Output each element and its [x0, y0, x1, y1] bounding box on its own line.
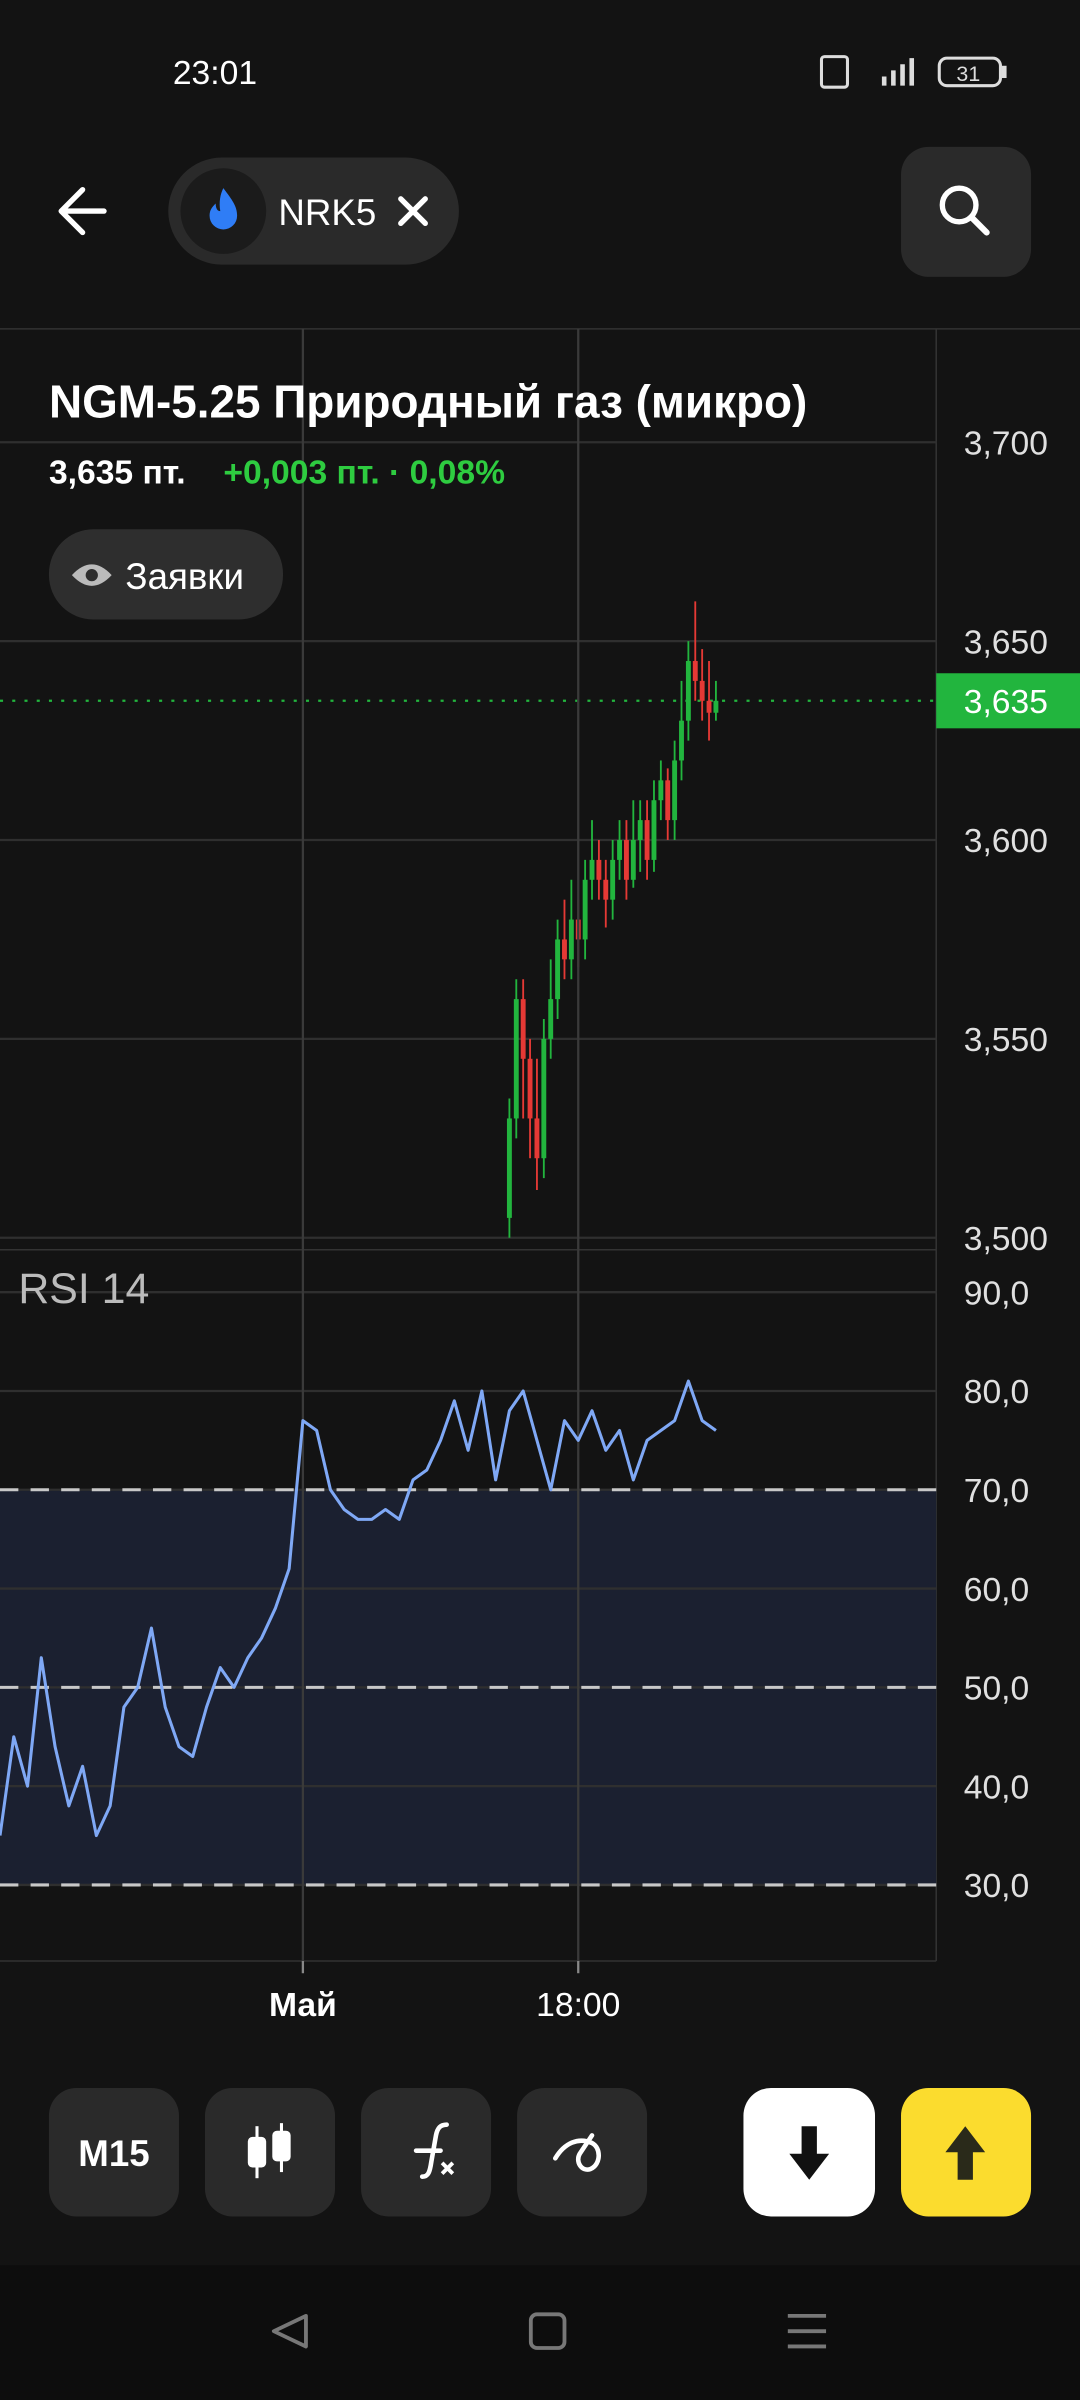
up-arrow	[945, 2126, 986, 2180]
chart-type-button[interactable]	[204, 2087, 336, 2217]
y-tick-label: 90,0	[964, 1275, 1029, 1312]
y-tick-label: 80,0	[964, 1374, 1029, 1411]
candle-body	[603, 879, 609, 900]
nav-home[interactable]	[528, 2312, 567, 2350]
candle-body	[617, 840, 622, 860]
y-tick-label: 3,650	[964, 624, 1048, 661]
candle-body	[589, 859, 595, 880]
fx-icon	[413, 2122, 449, 2179]
nav-bar	[0, 2265, 1080, 2400]
candle-body	[685, 661, 691, 721]
flame-icon	[209, 188, 238, 230]
last-price-label: 3,635	[964, 684, 1048, 721]
candle-body	[651, 800, 657, 860]
y-tick-label: 3,550	[964, 1022, 1048, 1059]
nav-back[interactable]	[271, 2313, 308, 2349]
candle-body	[562, 939, 567, 960]
candle-body	[513, 999, 519, 1119]
candle-body	[527, 1058, 533, 1119]
candle-body	[699, 680, 705, 701]
candle-body	[637, 820, 643, 841]
candle-body	[706, 700, 712, 713]
candle-body	[610, 859, 616, 900]
orders-button[interactable]	[48, 529, 284, 620]
status-time: 23:01	[173, 55, 257, 92]
candle-body	[672, 760, 678, 821]
instrument-title: NGM-5.25 Природный газ (микро)	[49, 376, 807, 428]
candle-body	[548, 999, 554, 1039]
plot: 3,500 3,550 3,600 3,650 3,700 3,635 30,0 40,0 50…	[0, 328, 1080, 2024]
close-chip[interactable]	[398, 196, 428, 227]
status-icons	[819, 55, 1007, 89]
down-arrow	[789, 2126, 830, 2180]
candle-body	[534, 1118, 540, 1159]
candle-body	[658, 780, 664, 801]
y-tick-label: 30,0	[964, 1868, 1029, 1905]
back-button[interactable]	[58, 186, 107, 236]
interval-button[interactable]	[48, 2087, 179, 2217]
candle-icon	[247, 2123, 291, 2179]
price-change: +0,003 пт. · 0,08%	[223, 454, 505, 491]
orders-label: Заявки	[125, 556, 244, 597]
ticker: NRK5	[278, 192, 376, 233]
interval-label: M15	[78, 2133, 149, 2174]
candle-body	[713, 700, 719, 713]
candle-body	[665, 780, 671, 821]
candle-body	[596, 859, 602, 880]
candle-body	[692, 661, 698, 681]
battery-level: 31	[956, 62, 980, 86]
candle-body	[582, 879, 588, 940]
candle-body	[623, 840, 629, 880]
x-tick-label: Май	[269, 1987, 337, 2024]
fx-icon-x	[440, 2161, 455, 2175]
search-icon-handle	[968, 214, 990, 236]
last-price-tag	[936, 673, 1080, 729]
candle-body	[541, 1038, 547, 1159]
candle-body	[568, 919, 574, 960]
y-tick-label: 40,0	[964, 1769, 1029, 1806]
rsi-title: RSI 14	[18, 1265, 149, 1313]
drawing-icon	[553, 2133, 601, 2172]
x-tick-label: 18:00	[536, 1987, 620, 2024]
eye-pupil	[85, 569, 98, 582]
candle-body	[555, 939, 561, 1000]
price: 3,635 пт.	[49, 454, 186, 491]
y-tick-label: 50,0	[964, 1671, 1029, 1708]
candle-body	[506, 1118, 512, 1218]
candle-body	[644, 820, 650, 860]
y-tick-label: 3,700	[964, 425, 1048, 462]
candle-body	[520, 999, 526, 1059]
y-tick-label: 3,600	[964, 823, 1048, 860]
y-tick-label: 3,500	[964, 1221, 1048, 1258]
candle-body	[679, 720, 684, 761]
y-tick-label: 70,0	[964, 1473, 1029, 1510]
search-icon	[939, 185, 979, 225]
candle-body	[630, 840, 636, 880]
nav-menu[interactable]	[787, 2313, 827, 2349]
y-tick-label: 60,0	[964, 1572, 1029, 1609]
search-button[interactable]	[901, 146, 1032, 277]
rsi-line	[0, 1379, 717, 1838]
